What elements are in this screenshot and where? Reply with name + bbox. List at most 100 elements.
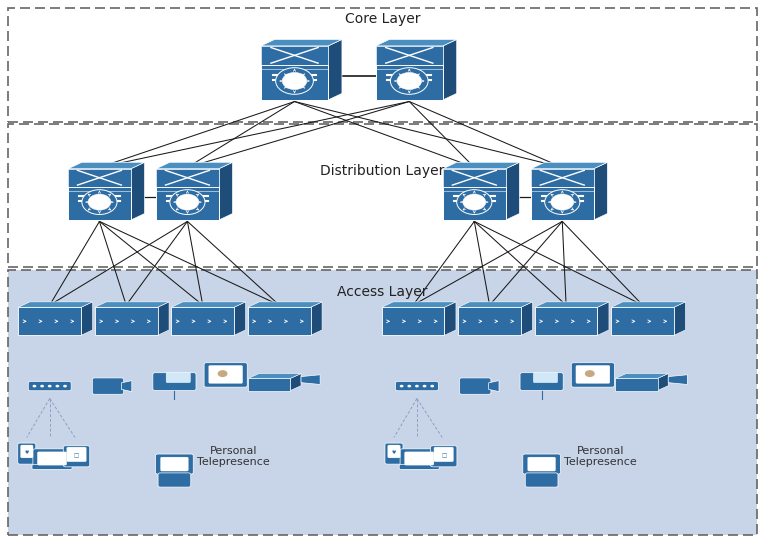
Circle shape bbox=[170, 190, 205, 214]
FancyBboxPatch shape bbox=[204, 363, 247, 387]
Bar bbox=[611, 307, 674, 335]
Polygon shape bbox=[657, 374, 669, 390]
Circle shape bbox=[63, 385, 67, 387]
FancyBboxPatch shape bbox=[155, 454, 194, 474]
FancyBboxPatch shape bbox=[209, 366, 243, 383]
Polygon shape bbox=[615, 374, 669, 379]
Polygon shape bbox=[458, 302, 532, 307]
Text: Personal
Telepresence: Personal Telepresence bbox=[197, 446, 270, 467]
Text: ♥: ♥ bbox=[24, 450, 29, 455]
Polygon shape bbox=[261, 39, 342, 46]
Text: □: □ bbox=[74, 453, 79, 458]
Bar bbox=[68, 168, 131, 187]
Circle shape bbox=[431, 385, 434, 387]
Polygon shape bbox=[597, 302, 609, 335]
Polygon shape bbox=[674, 302, 685, 335]
Circle shape bbox=[56, 385, 59, 387]
Text: Distribution Layer: Distribution Layer bbox=[321, 164, 444, 178]
FancyBboxPatch shape bbox=[526, 473, 558, 487]
Bar bbox=[443, 168, 506, 187]
Circle shape bbox=[551, 194, 574, 210]
Polygon shape bbox=[535, 302, 609, 307]
Polygon shape bbox=[531, 162, 607, 168]
FancyBboxPatch shape bbox=[93, 378, 124, 394]
Polygon shape bbox=[81, 302, 93, 335]
Polygon shape bbox=[506, 162, 519, 220]
Polygon shape bbox=[171, 302, 246, 307]
Circle shape bbox=[176, 194, 199, 210]
Polygon shape bbox=[158, 302, 169, 335]
Bar bbox=[18, 307, 81, 335]
Circle shape bbox=[41, 385, 44, 387]
FancyBboxPatch shape bbox=[396, 381, 438, 391]
Polygon shape bbox=[156, 162, 233, 168]
Polygon shape bbox=[594, 162, 607, 220]
Polygon shape bbox=[68, 162, 145, 168]
FancyBboxPatch shape bbox=[405, 452, 434, 465]
Bar bbox=[382, 307, 444, 335]
Circle shape bbox=[423, 385, 426, 387]
Circle shape bbox=[545, 190, 580, 214]
Bar bbox=[95, 307, 158, 335]
Circle shape bbox=[415, 385, 418, 387]
FancyBboxPatch shape bbox=[33, 449, 71, 468]
Circle shape bbox=[457, 190, 492, 214]
Circle shape bbox=[88, 194, 111, 210]
FancyBboxPatch shape bbox=[153, 373, 196, 390]
FancyBboxPatch shape bbox=[67, 447, 86, 462]
Polygon shape bbox=[328, 39, 342, 100]
FancyBboxPatch shape bbox=[385, 443, 403, 464]
Circle shape bbox=[82, 190, 117, 214]
Text: Personal
Telepresence: Personal Telepresence bbox=[564, 446, 637, 467]
Polygon shape bbox=[248, 374, 301, 379]
Circle shape bbox=[408, 385, 411, 387]
Bar bbox=[531, 168, 594, 187]
Polygon shape bbox=[219, 162, 233, 220]
Bar bbox=[248, 379, 290, 390]
FancyBboxPatch shape bbox=[443, 168, 506, 220]
FancyBboxPatch shape bbox=[21, 445, 33, 458]
FancyBboxPatch shape bbox=[161, 457, 188, 471]
Circle shape bbox=[275, 68, 314, 94]
Bar bbox=[8, 8, 757, 122]
Polygon shape bbox=[234, 302, 246, 335]
FancyBboxPatch shape bbox=[528, 457, 555, 471]
Polygon shape bbox=[382, 302, 456, 307]
FancyBboxPatch shape bbox=[533, 373, 558, 383]
Circle shape bbox=[397, 72, 422, 90]
Polygon shape bbox=[521, 302, 532, 335]
FancyBboxPatch shape bbox=[158, 473, 190, 487]
Circle shape bbox=[463, 194, 486, 210]
Polygon shape bbox=[443, 162, 519, 168]
FancyBboxPatch shape bbox=[68, 168, 131, 220]
FancyBboxPatch shape bbox=[18, 443, 36, 464]
Text: Core Layer: Core Layer bbox=[345, 12, 420, 26]
Bar bbox=[8, 270, 757, 535]
Bar bbox=[261, 46, 328, 65]
Circle shape bbox=[584, 370, 594, 377]
FancyBboxPatch shape bbox=[376, 46, 443, 100]
Polygon shape bbox=[669, 375, 687, 384]
Circle shape bbox=[282, 72, 307, 90]
Polygon shape bbox=[18, 302, 93, 307]
Polygon shape bbox=[95, 302, 169, 307]
Bar bbox=[376, 46, 443, 65]
Circle shape bbox=[400, 385, 403, 387]
Polygon shape bbox=[290, 374, 301, 390]
FancyBboxPatch shape bbox=[434, 447, 454, 462]
Polygon shape bbox=[301, 375, 321, 384]
Bar bbox=[458, 307, 521, 335]
Bar bbox=[535, 307, 597, 335]
Bar bbox=[156, 168, 219, 187]
FancyBboxPatch shape bbox=[63, 446, 90, 467]
FancyBboxPatch shape bbox=[37, 452, 67, 465]
Polygon shape bbox=[376, 39, 457, 46]
Polygon shape bbox=[248, 302, 322, 307]
Polygon shape bbox=[311, 302, 322, 335]
FancyBboxPatch shape bbox=[576, 366, 610, 383]
Bar bbox=[615, 379, 658, 390]
FancyBboxPatch shape bbox=[156, 168, 219, 220]
Polygon shape bbox=[444, 302, 456, 335]
FancyBboxPatch shape bbox=[388, 445, 400, 458]
Circle shape bbox=[48, 385, 51, 387]
